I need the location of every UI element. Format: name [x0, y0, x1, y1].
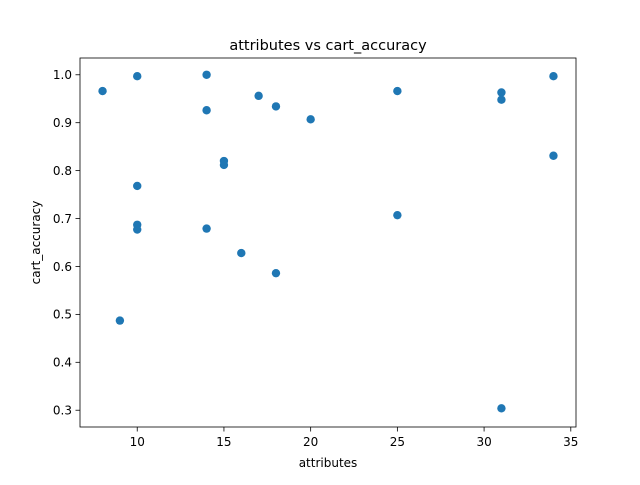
- data-point: [393, 210, 402, 220]
- data-point: [271, 102, 281, 111]
- data-point: [133, 225, 142, 234]
- y-tick-label: 0.7: [53, 212, 72, 226]
- data-points: [98, 70, 558, 413]
- data-point: [133, 181, 142, 191]
- data-point: [393, 86, 402, 96]
- y-tick-label: 0.6: [53, 260, 72, 274]
- x-tick-label: 10: [130, 435, 145, 449]
- x-tick-label: 30: [476, 435, 491, 449]
- x-tick-label: 25: [390, 435, 405, 449]
- y-tick-label: 0.8: [53, 164, 72, 178]
- x-tick-label: 35: [563, 435, 578, 449]
- data-point: [549, 72, 558, 81]
- y-tick-label: 0.3: [53, 404, 72, 418]
- data-point: [271, 268, 281, 278]
- data-point: [237, 248, 246, 258]
- data-point: [497, 404, 506, 413]
- chart-title: attributes vs cart_accuracy: [229, 38, 427, 54]
- data-point: [115, 316, 125, 325]
- y-tick-label: 0.9: [53, 116, 72, 130]
- y-axis-ticks: 0.3 0.4 0.5 0.6 0.7 0.8 0.9 1.0: [53, 68, 80, 418]
- data-point: [497, 88, 506, 97]
- y-tick-label: 0.5: [53, 308, 72, 322]
- data-point: [254, 91, 263, 101]
- x-tick-label: 15: [216, 435, 231, 449]
- data-point: [549, 151, 558, 160]
- data-point: [202, 106, 211, 115]
- x-axis-label: attributes: [299, 456, 358, 470]
- data-point: [219, 160, 229, 170]
- data-point: [202, 70, 211, 79]
- data-point: [98, 86, 107, 96]
- x-axis-ticks: 10 15 20 25 30 35: [130, 427, 578, 449]
- y-tick-label: 1.0: [53, 68, 72, 82]
- data-point: [306, 115, 315, 124]
- plot-frame: [79, 57, 577, 428]
- data-point: [497, 95, 506, 104]
- x-tick-label: 20: [303, 435, 318, 449]
- data-point: [133, 72, 142, 81]
- y-tick-label: 0.4: [53, 356, 72, 370]
- y-axis-label: cart_accuracy: [29, 201, 43, 285]
- data-point: [202, 224, 211, 233]
